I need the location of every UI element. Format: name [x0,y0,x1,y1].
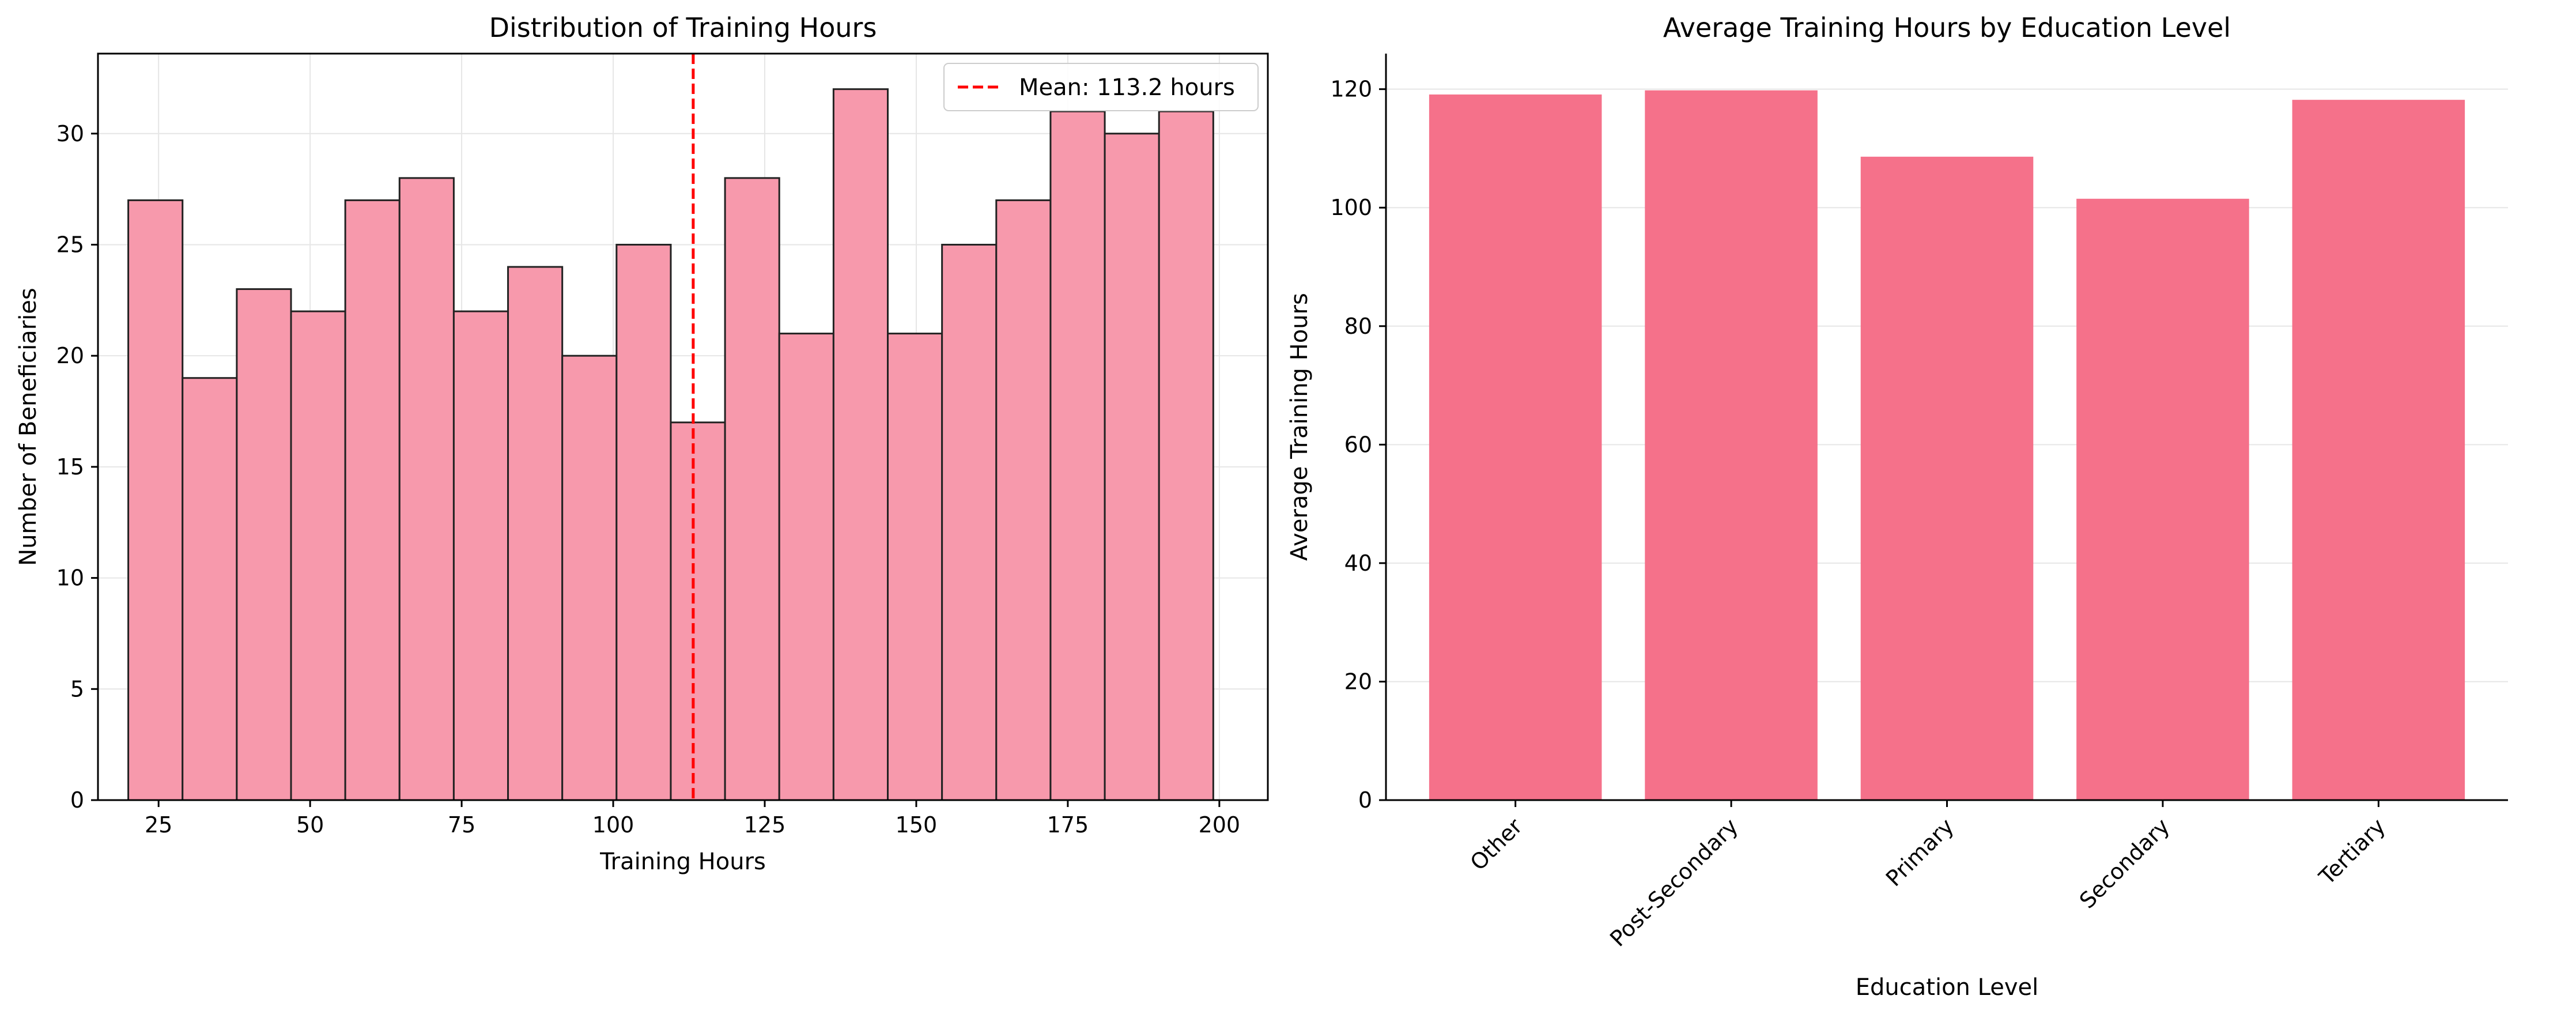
histogram-bar [1049,110,1106,801]
x-tick-label: 125 [744,812,786,838]
histogram-legend: Mean: 113.2 hours [943,63,1259,111]
legend-mean-label: Mean: 113.2 hours [1019,74,1235,101]
histogram-x-axis-label: Training Hours [599,849,766,875]
histogram-x-ticks: 25 50 75 100 125 150 175 200 [145,800,1240,838]
x-tick-label: 150 [896,812,938,838]
bar-chart-y-axis-label: Average Training Hours [1286,293,1313,561]
histogram-bar [507,266,564,801]
histogram-y-ticks: 0 5 10 15 20 25 30 [56,121,98,813]
y-tick-label: 40 [1344,551,1372,576]
histogram-bar [887,333,943,801]
histogram-bars [127,88,1214,801]
histogram-bar [344,199,401,801]
x-tick-label: 25 [145,812,172,838]
x-tick-label: 100 [592,812,634,838]
histogram-bar [452,310,509,801]
x-tick-label: 200 [1199,812,1241,838]
x-tick-label: 175 [1047,812,1089,838]
histogram-bar [832,88,889,801]
histogram-title: Distribution of Training Hours [489,12,877,43]
bar-chart-title: Average Training Hours by Education Leve… [1663,12,2231,43]
bar-tertiary [2292,100,2465,801]
y-tick-label: 80 [1344,314,1372,339]
bar-post-secondary [1645,90,1818,801]
histogram-bar [995,199,1052,801]
histogram-bar [1158,110,1214,801]
histogram-chart: 25 50 75 100 125 150 175 200 0 5 10 15 20 25 30 Distr… [15,12,1269,875]
y-tick-label: 10 [56,565,84,591]
histogram-bar [182,377,238,801]
histogram-bar [941,243,998,801]
y-tick-label: 0 [70,787,84,813]
histogram-bar [561,355,618,801]
y-tick-label: 5 [70,676,84,702]
histogram-plot-frame [97,52,1269,801]
y-tick-label: 120 [1330,77,1372,102]
histogram-bar [670,421,726,801]
y-tick-label: 100 [1330,195,1372,220]
y-tick-label: 20 [56,343,84,368]
y-tick-label: 30 [56,121,84,146]
histogram-bar [778,333,834,801]
y-tick-label: 15 [56,454,84,480]
histogram-bar [236,288,292,801]
histogram-bar [290,310,346,801]
histogram-bar [1104,133,1160,801]
x-tick-label: 50 [296,812,324,838]
y-tick-label: 60 [1344,432,1372,457]
histogram-bar [127,199,184,801]
bar-chart-y-ticks: 0 20 40 60 80 100 120 [1330,77,1386,813]
y-tick-label: 20 [1344,669,1372,694]
y-tick-label: 0 [1358,787,1372,813]
bar-secondary [2076,198,2249,800]
bar-chart-x-axis-label: Education Level [1856,974,2038,1001]
x-tick-label: 75 [448,812,475,838]
bar-primary [1860,156,2034,800]
histogram-bar [398,177,455,801]
histogram-bar [724,177,780,801]
bar-chart-bars [1429,90,2465,801]
bar-other [1429,94,1602,801]
legend-box [943,63,1259,111]
y-tick-label: 25 [56,232,84,257]
histogram-y-axis-label: Number of Beneficiaries [15,288,41,566]
histogram-bar [615,243,672,801]
